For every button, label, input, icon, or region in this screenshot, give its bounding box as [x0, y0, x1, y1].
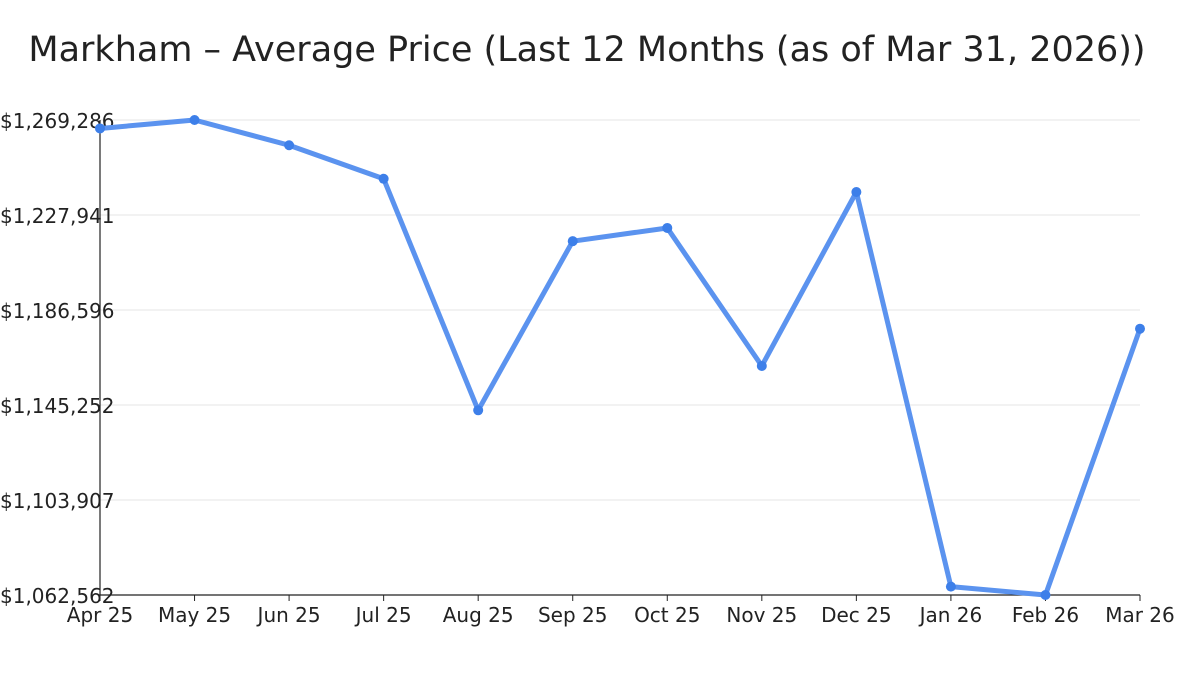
- data-point: [473, 405, 484, 416]
- x-tick-label: Nov 25: [726, 603, 797, 627]
- y-tick-label: $1,186,596: [0, 299, 115, 323]
- series-average-price: [95, 115, 1145, 600]
- y-tick-label: $1,103,907: [0, 489, 115, 513]
- series-line: [99, 117, 1143, 598]
- x-tick-label: May 25: [158, 603, 231, 627]
- x-tick-label: Mar 26: [1105, 603, 1175, 627]
- data-point: [189, 115, 200, 125]
- chart-title: Markham – Average Price (Last 12 Months …: [28, 30, 1145, 70]
- data-point: [284, 140, 295, 151]
- data-point: [1135, 323, 1145, 334]
- data-point: [1040, 590, 1051, 600]
- data-point: [756, 360, 767, 371]
- x-tick-label: Sep 25: [538, 603, 608, 627]
- y-tick-label: $1,227,941: [0, 204, 115, 228]
- gridlines: [100, 119, 1140, 501]
- data-point: [851, 187, 862, 198]
- x-tick-label: Aug 25: [443, 603, 514, 627]
- y-tick-label: $1,062,562: [0, 584, 115, 608]
- x-axis-ticks: Apr 25 May 25 Jun 25 Jul 25 Aug 25 Sep 25 Oct …: [67, 595, 1175, 627]
- data-point: [662, 222, 673, 233]
- x-tick-label: Feb 26: [1012, 603, 1079, 627]
- data-point: [945, 581, 956, 592]
- data-point: [95, 123, 105, 134]
- x-tick-label: Jan 26: [918, 603, 983, 627]
- y-tick-label: $1,145,252: [0, 394, 115, 418]
- x-tick-label: Jul 25: [354, 603, 412, 627]
- x-tick-label: Dec 25: [821, 603, 892, 627]
- x-tick-label: Jun 25: [256, 603, 321, 627]
- data-point: [567, 236, 578, 247]
- x-tick-label: Apr 25: [67, 603, 133, 627]
- x-tick-label: Oct 25: [634, 603, 700, 627]
- y-axis-ticks: $1,062,562 $1,103,907 $1,145,252 $1,186,596…: [0, 109, 115, 608]
- data-point: [378, 173, 389, 184]
